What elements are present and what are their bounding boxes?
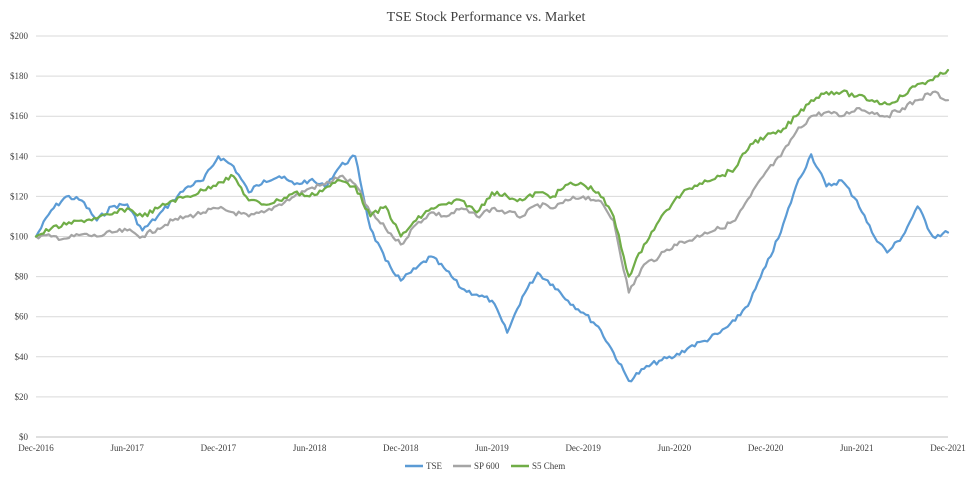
y-axis: $0 $20 $40 $60 $80 $100 $120 $140 $160 $180 $200 [10, 31, 29, 442]
y-tick-label: $200 [10, 31, 29, 41]
y-tick-label: $160 [10, 111, 29, 121]
y-tick-label: $120 [10, 191, 29, 201]
x-tick-label: Dec-2021 [930, 443, 966, 453]
series-line-s5-chem [34, 69, 950, 278]
plot-area [34, 69, 950, 383]
x-tick-label: Jun-2021 [840, 443, 874, 453]
y-tick-label: $140 [10, 151, 29, 161]
y-tick-label: $180 [10, 71, 29, 81]
legend-label: S5 Chem [532, 461, 565, 471]
x-tick-label: Dec-2020 [748, 443, 784, 453]
y-tick-label: $60 [15, 312, 29, 322]
y-tick-label: $0 [19, 432, 29, 442]
x-tick-label: Jun-2017 [110, 443, 144, 453]
series-line-sp-600 [34, 90, 950, 294]
y-tick-label: $40 [15, 352, 29, 362]
x-tick-label: Dec-2018 [383, 443, 419, 453]
x-tick-label: Dec-2017 [201, 443, 237, 453]
x-axis: Dec-2016 Jun-2017 Dec-2017 Jun-2018 Dec-2018… [18, 443, 966, 453]
legend-label: SP 600 [474, 461, 500, 471]
chart-title: TSE Stock Performance vs. Market [387, 10, 586, 25]
y-tick-label: $100 [10, 232, 29, 242]
legend: TSE SP 600 S5 Chem [405, 461, 565, 471]
x-tick-label: Jun-2019 [475, 443, 509, 453]
grid-lines [36, 35, 948, 438]
y-tick-label: $20 [15, 392, 29, 402]
series-line-tse [34, 153, 950, 383]
x-tick-label: Dec-2016 [18, 443, 54, 453]
x-tick-label: Jun-2018 [293, 443, 327, 453]
x-tick-label: Jun-2020 [658, 443, 692, 453]
y-tick-label: $80 [15, 272, 29, 282]
x-tick-label: Dec-2019 [565, 443, 601, 453]
legend-label: TSE [426, 461, 443, 471]
